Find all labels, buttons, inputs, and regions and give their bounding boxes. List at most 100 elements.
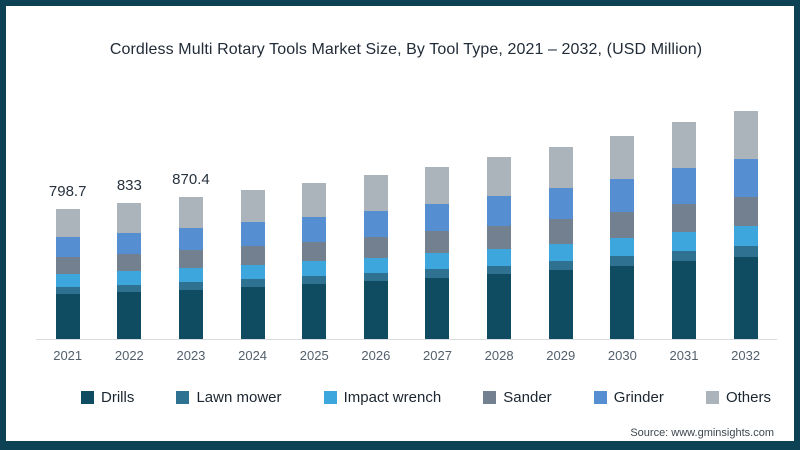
bar-segment-impact-wrench	[240, 264, 265, 280]
bar-segment-impact-wrench	[363, 257, 388, 274]
bar-2029	[548, 146, 573, 339]
bar-segment-drills	[672, 261, 696, 339]
bar-2028	[487, 157, 512, 339]
bar-segment-others	[240, 189, 265, 223]
bar-2023	[178, 197, 203, 339]
bar-segment-others	[178, 197, 203, 229]
bar-2027	[425, 166, 450, 339]
legend-label: Grinder	[613, 389, 664, 406]
legend-label: Others	[725, 389, 771, 406]
bar-segment-grinder	[117, 232, 142, 254]
bar-segment-sander	[240, 245, 265, 265]
legend-label: Drills	[101, 389, 135, 406]
bar-segment-lawn-mower	[487, 265, 512, 275]
bar-segment-sander	[117, 253, 142, 272]
bar-segment-impact-wrench	[548, 243, 573, 261]
bar-segment-drills	[733, 256, 758, 339]
bar-segment-grinder	[302, 216, 327, 242]
x-tick-label: 2025	[299, 348, 329, 363]
bar-segment-impact-wrench	[733, 226, 758, 246]
bar-segment-impact-wrench	[610, 238, 635, 257]
bar-segment-others	[487, 157, 512, 197]
bar-segment-grinder	[487, 196, 512, 226]
chart-canvas: Cordless Multi Rotary Tools Market Size,…	[12, 12, 800, 447]
bar-segment-others	[672, 122, 696, 169]
bar-segment-lawn-mower	[55, 287, 80, 294]
plot-area: 798.7 2021 833 2022 870.4 2023 2024 2025 2026 202…	[12, 12, 800, 363]
bar-segment-impact-wrench	[672, 231, 696, 251]
bar-segment-sander	[487, 225, 512, 249]
bar-2024	[240, 189, 265, 339]
bar-segment-lawn-mower	[425, 269, 450, 278]
bar-value-label: 798.7	[48, 182, 87, 200]
bar-segment-drills	[117, 291, 142, 339]
bar-segment-impact-wrench	[55, 274, 80, 288]
legend-item-impact-wrench: Impact wrench	[323, 389, 441, 406]
x-tick-label: 2024	[238, 348, 268, 363]
bar-segment-drills	[548, 270, 573, 339]
bar-segment-grinder	[733, 159, 758, 198]
bar-segment-drills	[302, 284, 327, 339]
bar-segment-others	[733, 111, 758, 160]
x-tick-label: 2031	[669, 348, 699, 363]
bar-segment-others	[363, 175, 388, 211]
bar-2022	[117, 203, 142, 339]
bar-value-label: 870.4	[172, 171, 210, 189]
bar-segment-others	[55, 208, 80, 238]
bar-segment-grinder	[178, 228, 203, 251]
legend-label: Sander	[503, 389, 552, 406]
bar-segment-grinder	[548, 187, 573, 220]
legend-item-sander: Sander	[483, 389, 552, 406]
bar-segment-others	[425, 166, 450, 204]
bar-segment-sander	[733, 197, 758, 227]
bar-segment-drills	[55, 293, 80, 339]
legend-item-lawn-mower: Lawn mower	[176, 389, 282, 406]
bar-2025	[302, 183, 327, 339]
bar-2031	[672, 122, 696, 339]
bar-segment-grinder	[240, 222, 265, 246]
legend-swatch	[81, 391, 94, 404]
legend-swatch	[323, 391, 337, 404]
legend-item-drills: Drills	[81, 389, 134, 406]
bar-segment-sander	[548, 219, 573, 244]
legend-label: Lawn mower	[196, 389, 282, 406]
bar-segment-grinder	[610, 178, 635, 213]
legend-item-others: Others	[705, 389, 771, 406]
bar-segment-lawn-mower	[363, 273, 388, 282]
bar-segment-grinder	[363, 210, 388, 237]
bar-segment-lawn-mower	[117, 284, 142, 292]
x-tick-label: 2030	[607, 348, 637, 363]
legend-swatch	[176, 391, 190, 404]
x-tick-label: 2023	[176, 348, 206, 363]
bar-segment-sander	[610, 212, 635, 239]
bar-segment-drills	[425, 277, 450, 339]
bar-segment-impact-wrench	[302, 261, 327, 277]
bar-segment-grinder	[672, 168, 696, 205]
chart-title: Cordless Multi Rotary Tools Market Size,…	[109, 41, 703, 58]
bar-segment-sander	[302, 241, 327, 262]
bar-segment-others	[610, 135, 635, 179]
x-tick-label: 2026	[361, 348, 391, 363]
bar-segment-others	[302, 183, 327, 217]
bar-segment-others	[117, 203, 142, 233]
bar-segment-lawn-mower	[672, 250, 696, 262]
bar-segment-drills	[178, 289, 203, 339]
x-tick-label: 2028	[484, 348, 514, 363]
bar-segment-others	[548, 146, 573, 188]
bar-value-label: 833	[116, 177, 142, 195]
bar-segment-lawn-mower	[240, 279, 265, 287]
bar-segment-drills	[240, 286, 265, 339]
bar-2026	[363, 175, 388, 339]
bar-segment-impact-wrench	[487, 248, 512, 266]
bar-segment-sander	[425, 231, 450, 254]
bar-segment-drills	[363, 281, 388, 339]
legend-swatch	[593, 391, 607, 404]
x-tick-label: 2021	[53, 348, 83, 363]
bar-2030	[610, 135, 635, 340]
bar-segment-impact-wrench	[117, 271, 142, 285]
x-tick-label: 2032	[731, 348, 761, 363]
bar-segment-drills	[487, 274, 512, 339]
x-axis-line	[36, 339, 777, 340]
bar-segment-grinder	[55, 237, 80, 258]
